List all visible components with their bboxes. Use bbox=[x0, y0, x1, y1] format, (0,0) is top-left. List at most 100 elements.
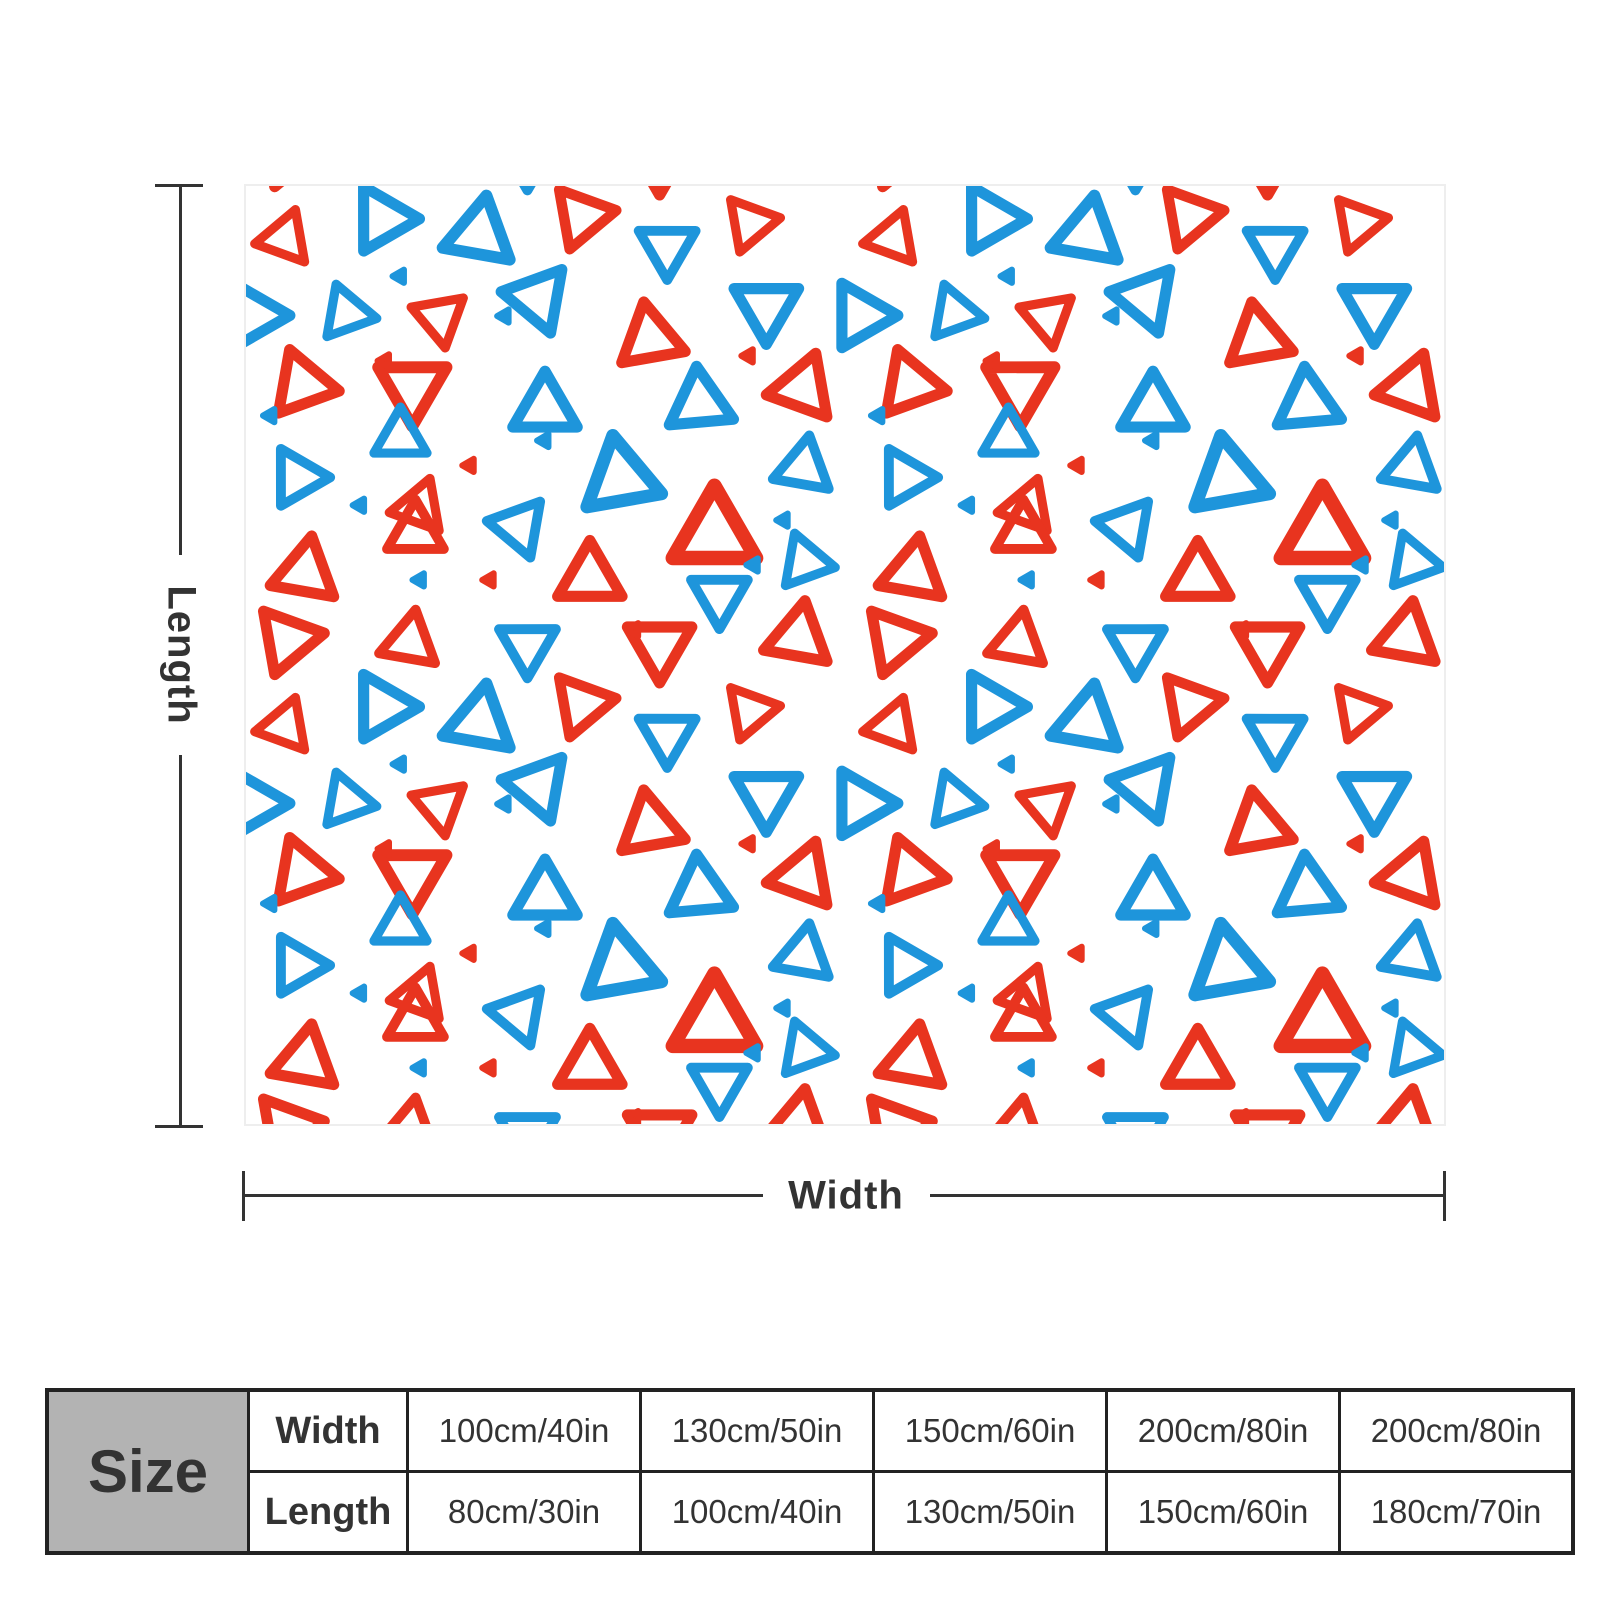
length-cell: 180cm/70in bbox=[1338, 1470, 1575, 1555]
pattern-shape bbox=[349, 495, 368, 515]
pattern-shape bbox=[977, 402, 1040, 458]
pattern-shape bbox=[836, 277, 904, 354]
pattern-shape bbox=[633, 225, 701, 285]
pattern-shape bbox=[358, 668, 426, 745]
pattern-shape bbox=[728, 770, 805, 838]
pattern-shape bbox=[1351, 555, 1369, 575]
pattern-shape bbox=[865, 1093, 938, 1124]
pattern-shape bbox=[1044, 189, 1124, 266]
pattern-shape bbox=[686, 574, 753, 635]
pattern-shape bbox=[495, 751, 568, 827]
pattern-shape bbox=[621, 1109, 698, 1124]
size-table-length-row: Length 80cm/30in 100cm/40in 130cm/50in 1… bbox=[47, 1470, 1575, 1555]
pattern-shape bbox=[1102, 1112, 1169, 1124]
pattern-shape bbox=[1014, 781, 1076, 841]
size-table-header: Size bbox=[45, 1388, 250, 1555]
width-cell: 100cm/40in bbox=[406, 1388, 642, 1473]
pattern-shape bbox=[1067, 455, 1085, 476]
pattern-shape bbox=[728, 282, 805, 350]
pattern-shape bbox=[494, 624, 561, 684]
length-cell: 80cm/30in bbox=[406, 1470, 642, 1555]
pattern-shape bbox=[743, 1043, 761, 1063]
pattern-shape bbox=[1381, 510, 1399, 530]
width-dimension-label: Width bbox=[788, 1173, 904, 1218]
pattern-shape bbox=[1346, 346, 1364, 366]
pattern-shape bbox=[1115, 365, 1191, 433]
pattern-shape bbox=[865, 186, 938, 193]
pattern-svg bbox=[246, 186, 1444, 1124]
pattern-shape bbox=[758, 595, 833, 667]
pattern-shape bbox=[872, 1018, 948, 1091]
pattern-shape bbox=[758, 1083, 833, 1124]
pattern-shape bbox=[479, 570, 497, 590]
pattern-shape bbox=[867, 405, 886, 426]
pattern-shape bbox=[275, 931, 336, 999]
pattern-shape bbox=[257, 605, 330, 681]
pattern-shape bbox=[580, 428, 669, 514]
pattern-shape bbox=[1044, 677, 1124, 754]
pattern-shape bbox=[1089, 984, 1154, 1051]
length-cell: 130cm/50in bbox=[872, 1470, 1108, 1555]
pattern-shape bbox=[1366, 595, 1441, 667]
pattern-shape bbox=[507, 853, 583, 921]
pattern-shape bbox=[1368, 835, 1441, 911]
pattern-shape bbox=[481, 984, 546, 1051]
pattern-shape bbox=[1231, 1108, 1250, 1124]
width-line-left bbox=[242, 1194, 763, 1197]
blanket-pattern-image bbox=[244, 184, 1446, 1126]
pattern-shape bbox=[374, 839, 393, 859]
pattern-shape bbox=[760, 347, 833, 423]
pattern-shape bbox=[1141, 918, 1160, 939]
pattern-shape bbox=[616, 296, 691, 369]
pattern-shape bbox=[1375, 430, 1442, 494]
pattern-shape bbox=[623, 1108, 642, 1124]
pattern-shape bbox=[867, 893, 886, 914]
pattern-shape bbox=[1273, 478, 1372, 566]
pattern-shape bbox=[686, 1062, 753, 1122]
pattern-shape bbox=[374, 351, 393, 371]
pattern-shape bbox=[580, 916, 669, 1002]
pattern-shape bbox=[1160, 534, 1236, 602]
pattern-shape bbox=[1271, 360, 1348, 431]
pattern-shape bbox=[767, 430, 834, 494]
pattern-shape bbox=[726, 683, 786, 745]
pattern-shape bbox=[883, 443, 944, 511]
pattern-shape bbox=[534, 430, 552, 451]
pattern-shape bbox=[1067, 943, 1085, 963]
pattern-shape bbox=[1381, 998, 1399, 1018]
pattern-shape bbox=[965, 186, 1034, 257]
pattern-shape bbox=[997, 266, 1015, 286]
pattern-shape bbox=[1089, 496, 1154, 563]
pattern-shape bbox=[534, 918, 552, 939]
pattern-shape bbox=[1224, 296, 1299, 369]
width-row-label: Width bbox=[247, 1388, 409, 1473]
pattern-shape bbox=[982, 351, 1000, 371]
pattern-shape bbox=[374, 1092, 440, 1124]
length-line-lower bbox=[179, 755, 182, 1127]
pattern-shape bbox=[1102, 624, 1169, 684]
pattern-shape bbox=[990, 494, 1057, 554]
width-cell: 150cm/60in bbox=[872, 1388, 1108, 1473]
pattern-shape bbox=[264, 530, 340, 603]
pattern-shape bbox=[1333, 683, 1394, 745]
pattern-shape bbox=[1366, 1083, 1441, 1124]
pattern-shape bbox=[382, 494, 449, 554]
pattern-shape bbox=[384, 473, 444, 536]
pattern-shape bbox=[246, 765, 296, 842]
pattern-shape bbox=[459, 455, 477, 476]
pattern-shape bbox=[406, 293, 468, 353]
pattern-shape bbox=[479, 1058, 497, 1078]
pattern-shape bbox=[1229, 1109, 1306, 1124]
pattern-shape bbox=[259, 893, 278, 914]
pattern-shape bbox=[409, 1058, 427, 1078]
pattern-shape bbox=[494, 306, 512, 326]
pattern-shape bbox=[767, 918, 834, 982]
pattern-shape bbox=[633, 713, 701, 773]
pattern-shape bbox=[738, 834, 756, 854]
pattern-shape bbox=[372, 849, 453, 921]
pattern-shape bbox=[1017, 1058, 1035, 1078]
pattern-shape bbox=[1087, 570, 1105, 590]
pattern-shape bbox=[1161, 186, 1230, 255]
pattern-shape bbox=[372, 361, 453, 433]
pattern-shape bbox=[858, 204, 918, 267]
